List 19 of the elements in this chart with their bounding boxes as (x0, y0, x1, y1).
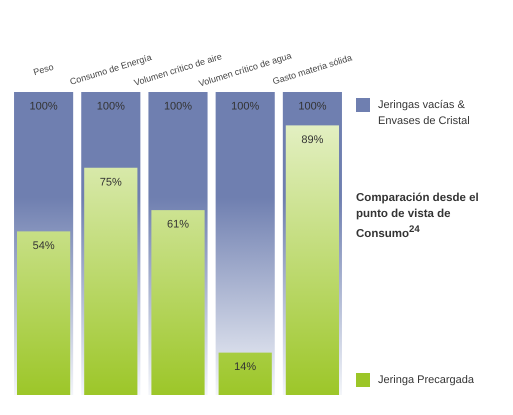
data-label: 100% (231, 100, 260, 113)
data-label: 100% (30, 100, 58, 113)
legend-label: Jeringa Precargada (378, 373, 474, 388)
x-tick-label: Peso (32, 62, 55, 78)
bar (286, 125, 340, 395)
data-label: 100% (164, 100, 192, 113)
bar (218, 352, 272, 395)
data-label: 100% (298, 100, 327, 113)
bar (151, 210, 205, 395)
data-label: 14% (234, 361, 256, 374)
bar (84, 168, 138, 395)
data-label: 54% (32, 240, 55, 252)
text: Comparación desde el punto de vista de Consumo$^{24}$ (356, 191, 480, 242)
data-label: 100% (96, 100, 126, 113)
bar (16, 231, 70, 395)
legend-label: Jeringas vacías & Envases de Cristal (378, 98, 471, 129)
data-label: 89% (301, 134, 324, 146)
data-label: 61% (166, 218, 190, 231)
data-label: 75% (100, 176, 122, 188)
